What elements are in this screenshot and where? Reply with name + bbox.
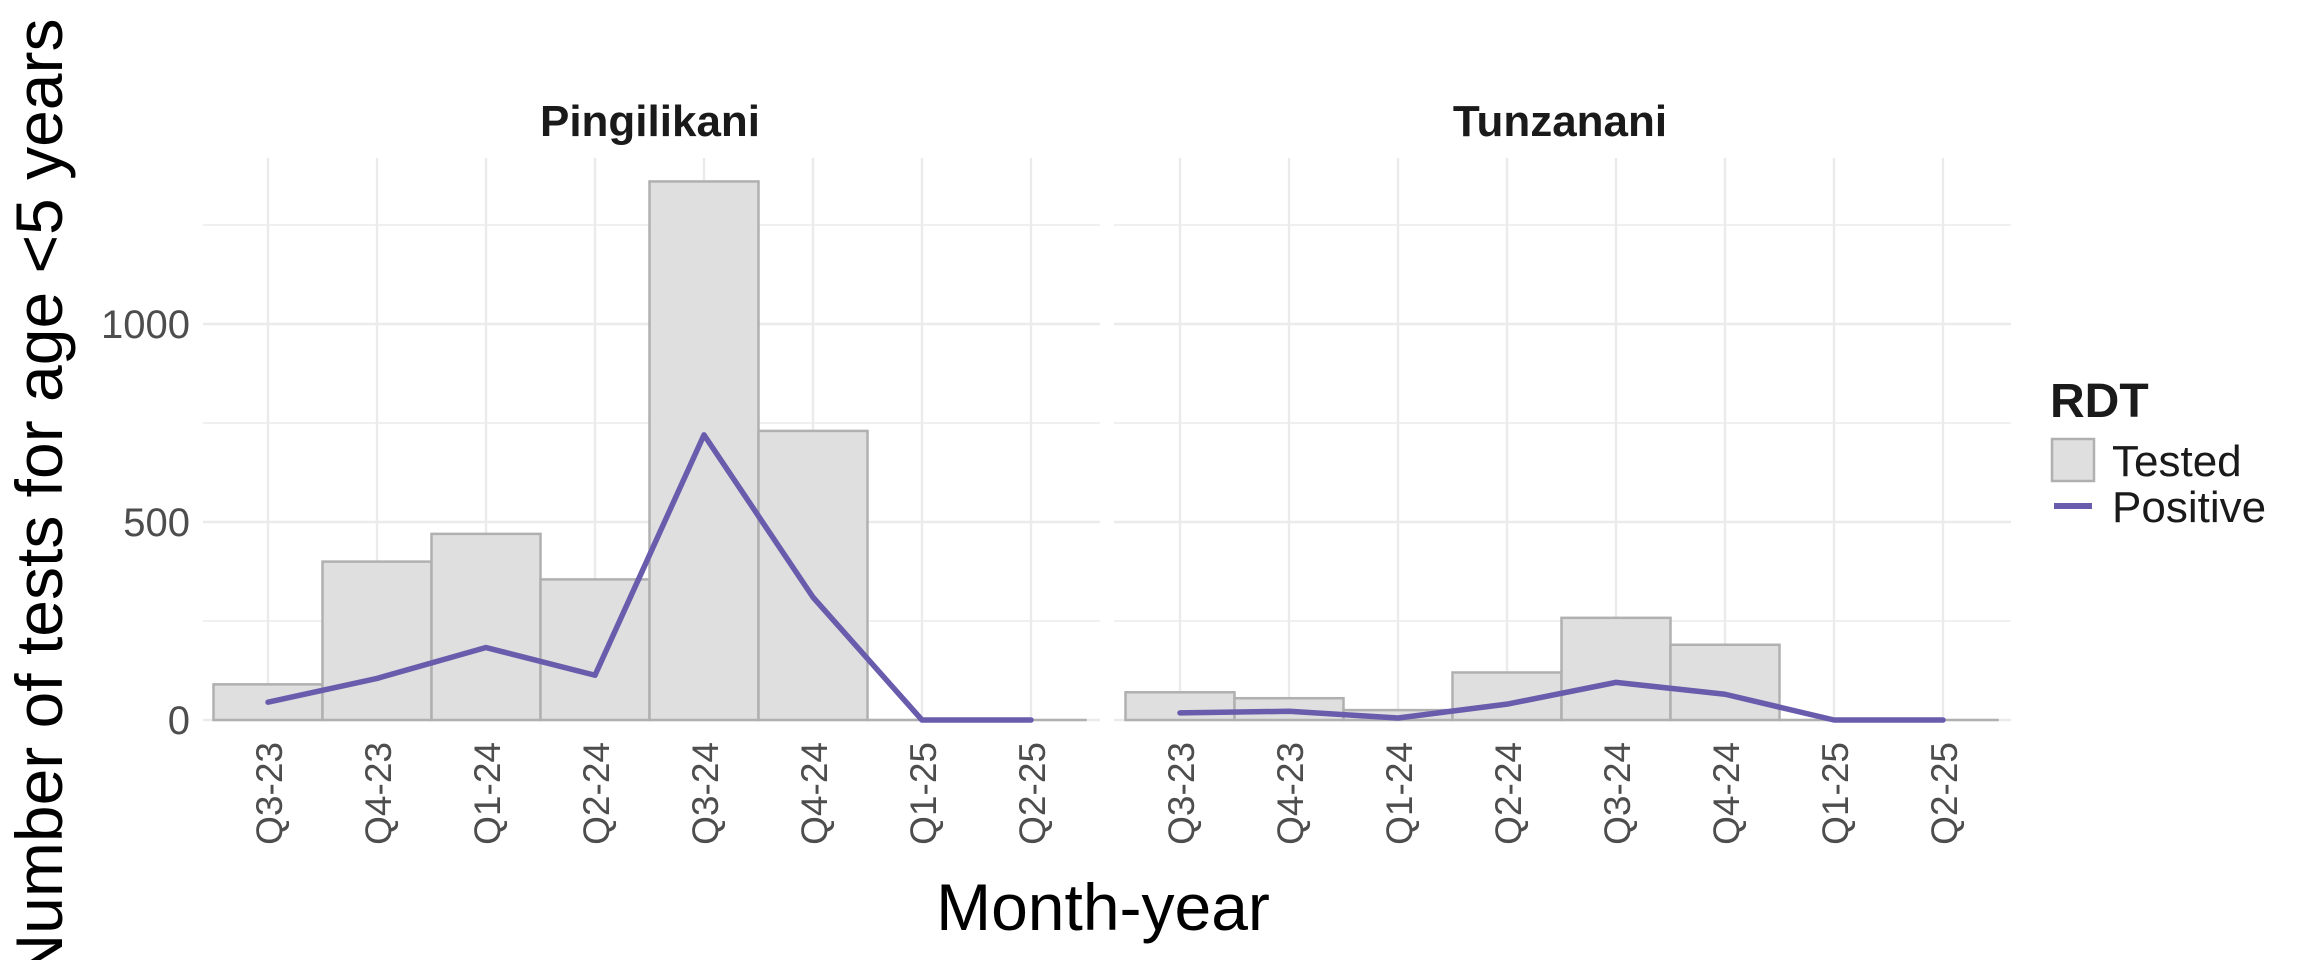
- x-tick-label: Q1-24: [1379, 742, 1420, 845]
- tested-bars: [1124, 616, 1999, 722]
- positive-series-line: [265, 432, 1034, 723]
- x-tick-label: Q1-24: [467, 742, 508, 845]
- y-tick-labels: 0 500 1000: [101, 303, 190, 743]
- tested-bar-q1-24: [430, 532, 542, 722]
- x-axis-label: Month-year: [936, 870, 1270, 944]
- legend-title: RDT: [2050, 375, 2149, 428]
- x-tick-label: Q2-24: [576, 742, 617, 845]
- tested-bar-q4-24: [757, 429, 869, 722]
- tested-bar-q3-24: [1560, 616, 1672, 722]
- panel-tunzanani: Tunzanani Q3-23 Q4-23 Q1-24 Q2-24 Q3-24 Q4-24…: [1114, 97, 2011, 845]
- y-tick-label: 1000: [101, 303, 190, 347]
- x-tick-label: Q3-24: [685, 742, 726, 845]
- x-tick-label: Q3-24: [1597, 742, 1638, 845]
- y-tick-label: 500: [123, 501, 190, 545]
- positive-series-line: [1177, 679, 1946, 723]
- positive-line: [1177, 679, 1946, 723]
- tested-bar-q2-24: [539, 578, 651, 722]
- positive-line: [265, 432, 1034, 723]
- x-tick-labels: Q3-23 Q4-23 Q1-24 Q2-24 Q3-24 Q4-24 Q1-25 Q2-25: [1161, 742, 1965, 845]
- x-tick-label: Q1-25: [1815, 742, 1856, 845]
- tested-bar-q4-24: [1669, 643, 1781, 722]
- tested-bars: [212, 180, 1087, 722]
- y-tick-label: 0: [168, 699, 190, 743]
- x-tick-label: Q1-25: [903, 742, 944, 845]
- x-tick-label: Q4-23: [358, 742, 399, 845]
- x-tick-labels: Q3-23 Q4-23 Q1-24 Q2-24 Q3-24 Q4-24 Q1-25 Q2-25: [249, 742, 1053, 845]
- tested-bar-q4-23: [321, 560, 433, 722]
- x-tick-label: Q2-25: [1924, 742, 1965, 845]
- panel-title: Pingilikani: [540, 97, 760, 146]
- x-tick-label: Q4-24: [1706, 742, 1747, 845]
- x-tick-label: Q2-24: [1488, 742, 1529, 845]
- tested-bar-q3-24: [648, 180, 760, 722]
- x-tick-label: Q3-23: [249, 742, 290, 845]
- legend-positive-label: Positive: [2112, 483, 2266, 532]
- x-tick-label: Q4-23: [1270, 742, 1311, 845]
- x-tick-label: Q3-23: [1161, 742, 1202, 845]
- legend-tested-label: Tested: [2112, 437, 2242, 486]
- tested-bar-q3-23: [1124, 691, 1236, 722]
- x-tick-label: Q2-25: [1012, 742, 1053, 845]
- legend: RDT Tested Positive: [2050, 375, 2266, 532]
- x-tick-label: Q4-24: [794, 742, 835, 845]
- y-axis-label: Number of tests for age <5 years: [2, 19, 76, 960]
- legend-tested-swatch: [2050, 437, 2096, 483]
- panel-pingilikani: Pingilikani Q3-23 Q4-23 Q1-24 Q2-24 Q3-24 Q4-…: [203, 97, 1100, 845]
- panel-title: Tunzanani: [1453, 97, 1667, 146]
